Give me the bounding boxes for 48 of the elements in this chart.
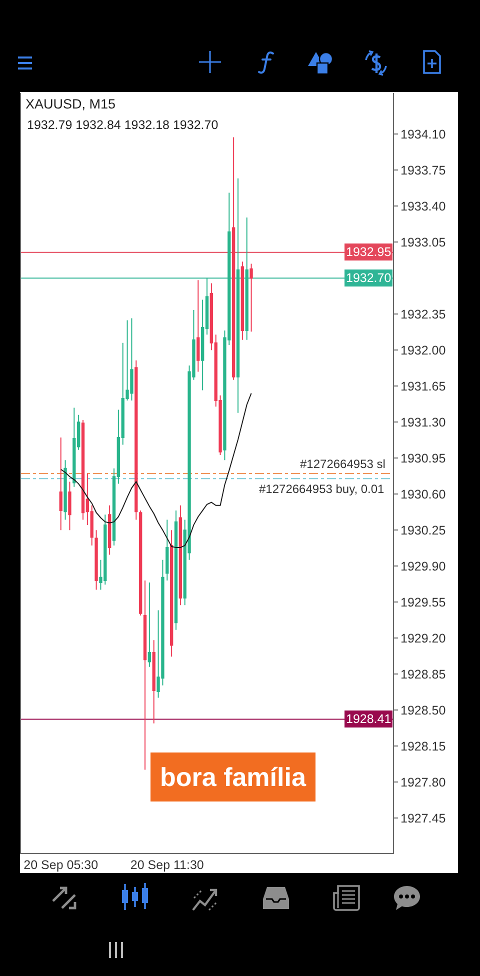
candlestick [152, 640, 156, 724]
x-tick-label: 20 Sep 11:30 [130, 858, 204, 872]
y-tick-label: 1927.80 [400, 775, 446, 790]
candlestick [166, 519, 169, 581]
annotation: bora família [160, 762, 306, 792]
y-tick-label: 1932.00 [400, 343, 446, 358]
candlestick [250, 263, 253, 332]
ref-line-label: 1932.95 [346, 245, 392, 259]
ref-line-label: 1932.70 [346, 271, 392, 285]
chart-title: XAUUSD, M15 [25, 96, 116, 112]
y-tick-label: 1934.10 [400, 128, 446, 142]
y-tick-label: 1929.20 [400, 631, 446, 646]
candlestick [108, 504, 112, 556]
candlestick [68, 481, 72, 531]
y-tick-label: 1928.85 [400, 667, 446, 682]
y-tick-label: 1928.50 [400, 703, 446, 718]
y-tick-label: 1933.05 [400, 235, 446, 250]
ref-line-label: 1928.41 [346, 712, 392, 726]
line-series [60, 392, 252, 548]
candlestick [170, 530, 174, 658]
y-tick-label: 1930.95 [400, 451, 446, 466]
candlestick [94, 530, 98, 590]
candlestick [196, 280, 200, 372]
candlestick [72, 407, 76, 488]
y-tick-label: 1931.65 [400, 379, 446, 394]
y-tick-label: 1929.90 [400, 559, 446, 574]
candlestick [59, 437, 62, 531]
y-tick-label: 1931.30 [400, 415, 446, 430]
x-tick-label: 20 Sep 05:30 [24, 858, 98, 872]
candlestick [64, 460, 67, 520]
candlestick [138, 510, 142, 616]
ref-line-label: #1272664953 sl [300, 457, 386, 471]
text: 1932.79 1932.84 1932.18 1932.70 [27, 118, 218, 132]
ref-line-label: #1272664953 buy, 0.01 [259, 482, 385, 496]
candlestick [148, 582, 152, 668]
candlestick [174, 510, 178, 630]
y-tick-label: 1928.15 [400, 739, 446, 754]
y-tick-label: 1927.45 [400, 811, 446, 826]
y-tick-label: 1929.55 [400, 595, 446, 610]
y-tick-label: 1930.25 [400, 523, 446, 538]
y-tick-label: 1932.35 [400, 307, 446, 322]
y-tick-label: 1930.60 [400, 487, 446, 502]
candlestick [134, 360, 138, 520]
candlestick [143, 580, 147, 770]
candlestick [240, 261, 244, 340]
y-tick-label: 1933.40 [400, 200, 446, 214]
y-tick-label: 1933.75 [400, 164, 446, 178]
candlestick [178, 504, 182, 606]
